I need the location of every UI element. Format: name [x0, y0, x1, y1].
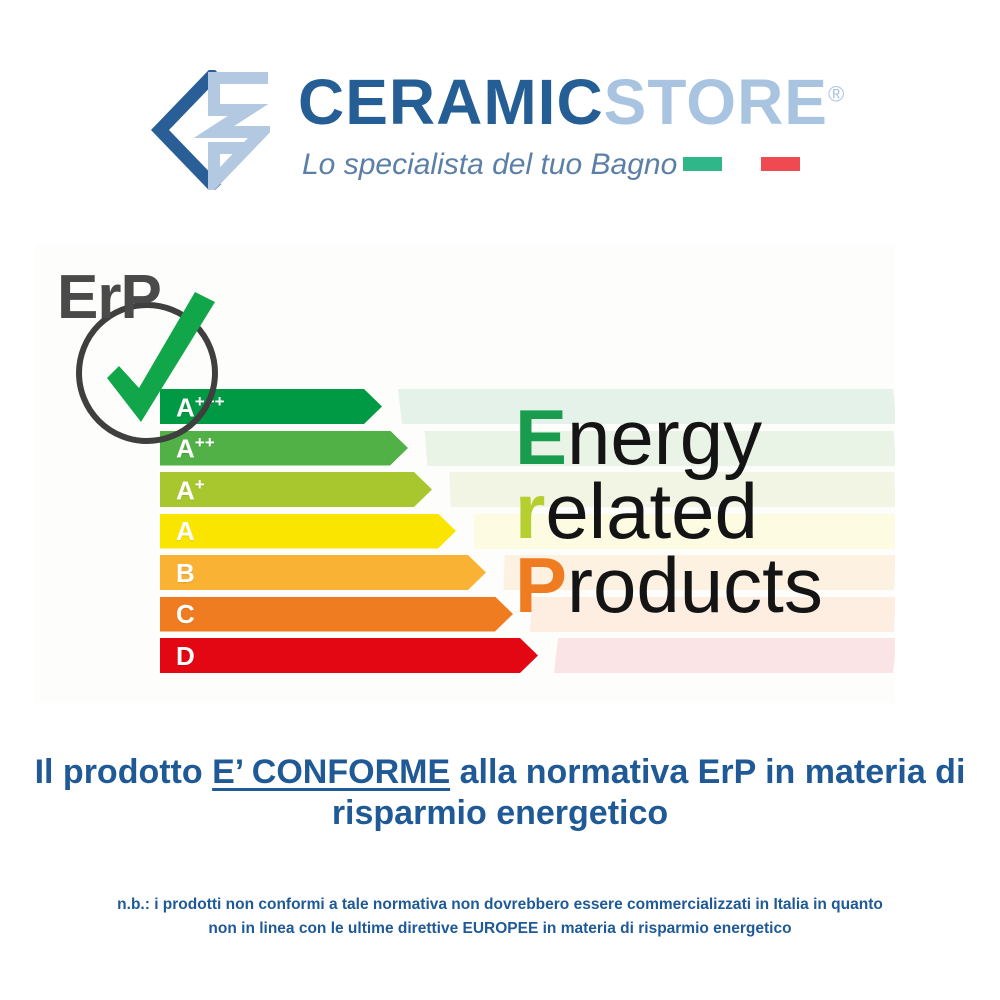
footnote-line2-suffix: in materia di risparmio energetico — [538, 920, 792, 938]
erp-wordart-rest: elated — [545, 467, 758, 556]
headline-part2: alla normativa ErP in materia di risparm… — [331, 753, 966, 833]
footnote-line1-text: n.b.: i prodotti non conformi a tale nor… — [117, 896, 883, 913]
energy-class-bar: A++ — [160, 431, 408, 466]
energy-band — [474, 513, 895, 549]
brand-wordmark: CERAMICSTORE® — [298, 70, 844, 134]
energy-band-backdrop — [35, 245, 895, 703]
brand-logo[interactable]: CERAMICSTORE® Lo specialista del tuo Bag… — [150, 62, 850, 197]
energy-class-label: A — [176, 516, 195, 546]
footnote-line-1: n.b.: i prodotti non conformi a tale nor… — [30, 893, 970, 917]
erp-wordart-rest: roducts — [567, 541, 823, 630]
energy-class-bar: B — [160, 555, 486, 590]
energy-class-label: D — [176, 640, 195, 671]
energy-class-plus: + — [194, 474, 205, 494]
conformity-footnote: n.b.: i prodotti non conformi a tale nor… — [30, 893, 970, 941]
conformity-headline: Il prodotto E’ CONFORME alla normativa E… — [30, 752, 970, 835]
flag-stripe-red — [761, 157, 800, 171]
footnote-line2-emphasis: EUROPEE — [462, 920, 539, 938]
erp-wordart-line: Products — [515, 546, 823, 624]
footnote-line-2: non in linea con le ultime direttive EUR… — [30, 917, 970, 941]
energy-class-label: C — [176, 599, 195, 629]
erp-wordart-rest: nergy — [567, 393, 763, 481]
erp-wordart-initial: P — [515, 541, 568, 630]
erp-wordart-initial: r — [515, 467, 546, 556]
energy-class-label: A+ — [176, 474, 205, 506]
energy-class-bar: C — [160, 597, 513, 632]
erp-energy-label-image: ErP A+++ A++ A+ A B C D Energy related Products — [35, 245, 895, 703]
erp-wordart-line: related — [515, 472, 823, 550]
flag-stripe-green — [683, 157, 722, 171]
brand-tagline: Lo specialista del tuo Bagno — [302, 148, 678, 181]
energy-class-bar: A — [160, 514, 456, 549]
headline-emphasis: E’ CONFORME — [212, 753, 451, 791]
erp-badge-label: ErP — [57, 263, 162, 332]
energy-class-bar: A+ — [160, 472, 432, 507]
italian-flag-icon — [683, 157, 800, 171]
energy-class-bar: D — [160, 638, 538, 673]
chevron-s-mark-icon — [150, 66, 277, 197]
energy-class-bars: A+++ A++ A+ A B C D — [160, 389, 660, 679]
brand-name-secondary: STORE — [603, 66, 828, 138]
flag-stripe-white — [722, 157, 761, 171]
page-header: CERAMICSTORE® Lo specialista del tuo Bag… — [0, 0, 1000, 230]
registered-trademark-icon: ® — [827, 81, 845, 107]
footnote-line2-prefix: non in linea con le ultime direttive — [208, 920, 463, 938]
energy-class-label: A++ — [176, 433, 215, 464]
energy-class-label: B — [176, 557, 195, 588]
energy-class-plus: ++ — [194, 433, 215, 453]
headline-part1: Il prodotto — [34, 753, 213, 791]
erp-wordart: Energy related Products — [515, 398, 823, 624]
erp-wordart-initial: E — [515, 393, 568, 481]
erp-wordart-line: Energy — [515, 398, 823, 476]
erp-check-badge-icon — [55, 270, 240, 455]
brand-name-primary: CERAMIC — [298, 66, 604, 138]
